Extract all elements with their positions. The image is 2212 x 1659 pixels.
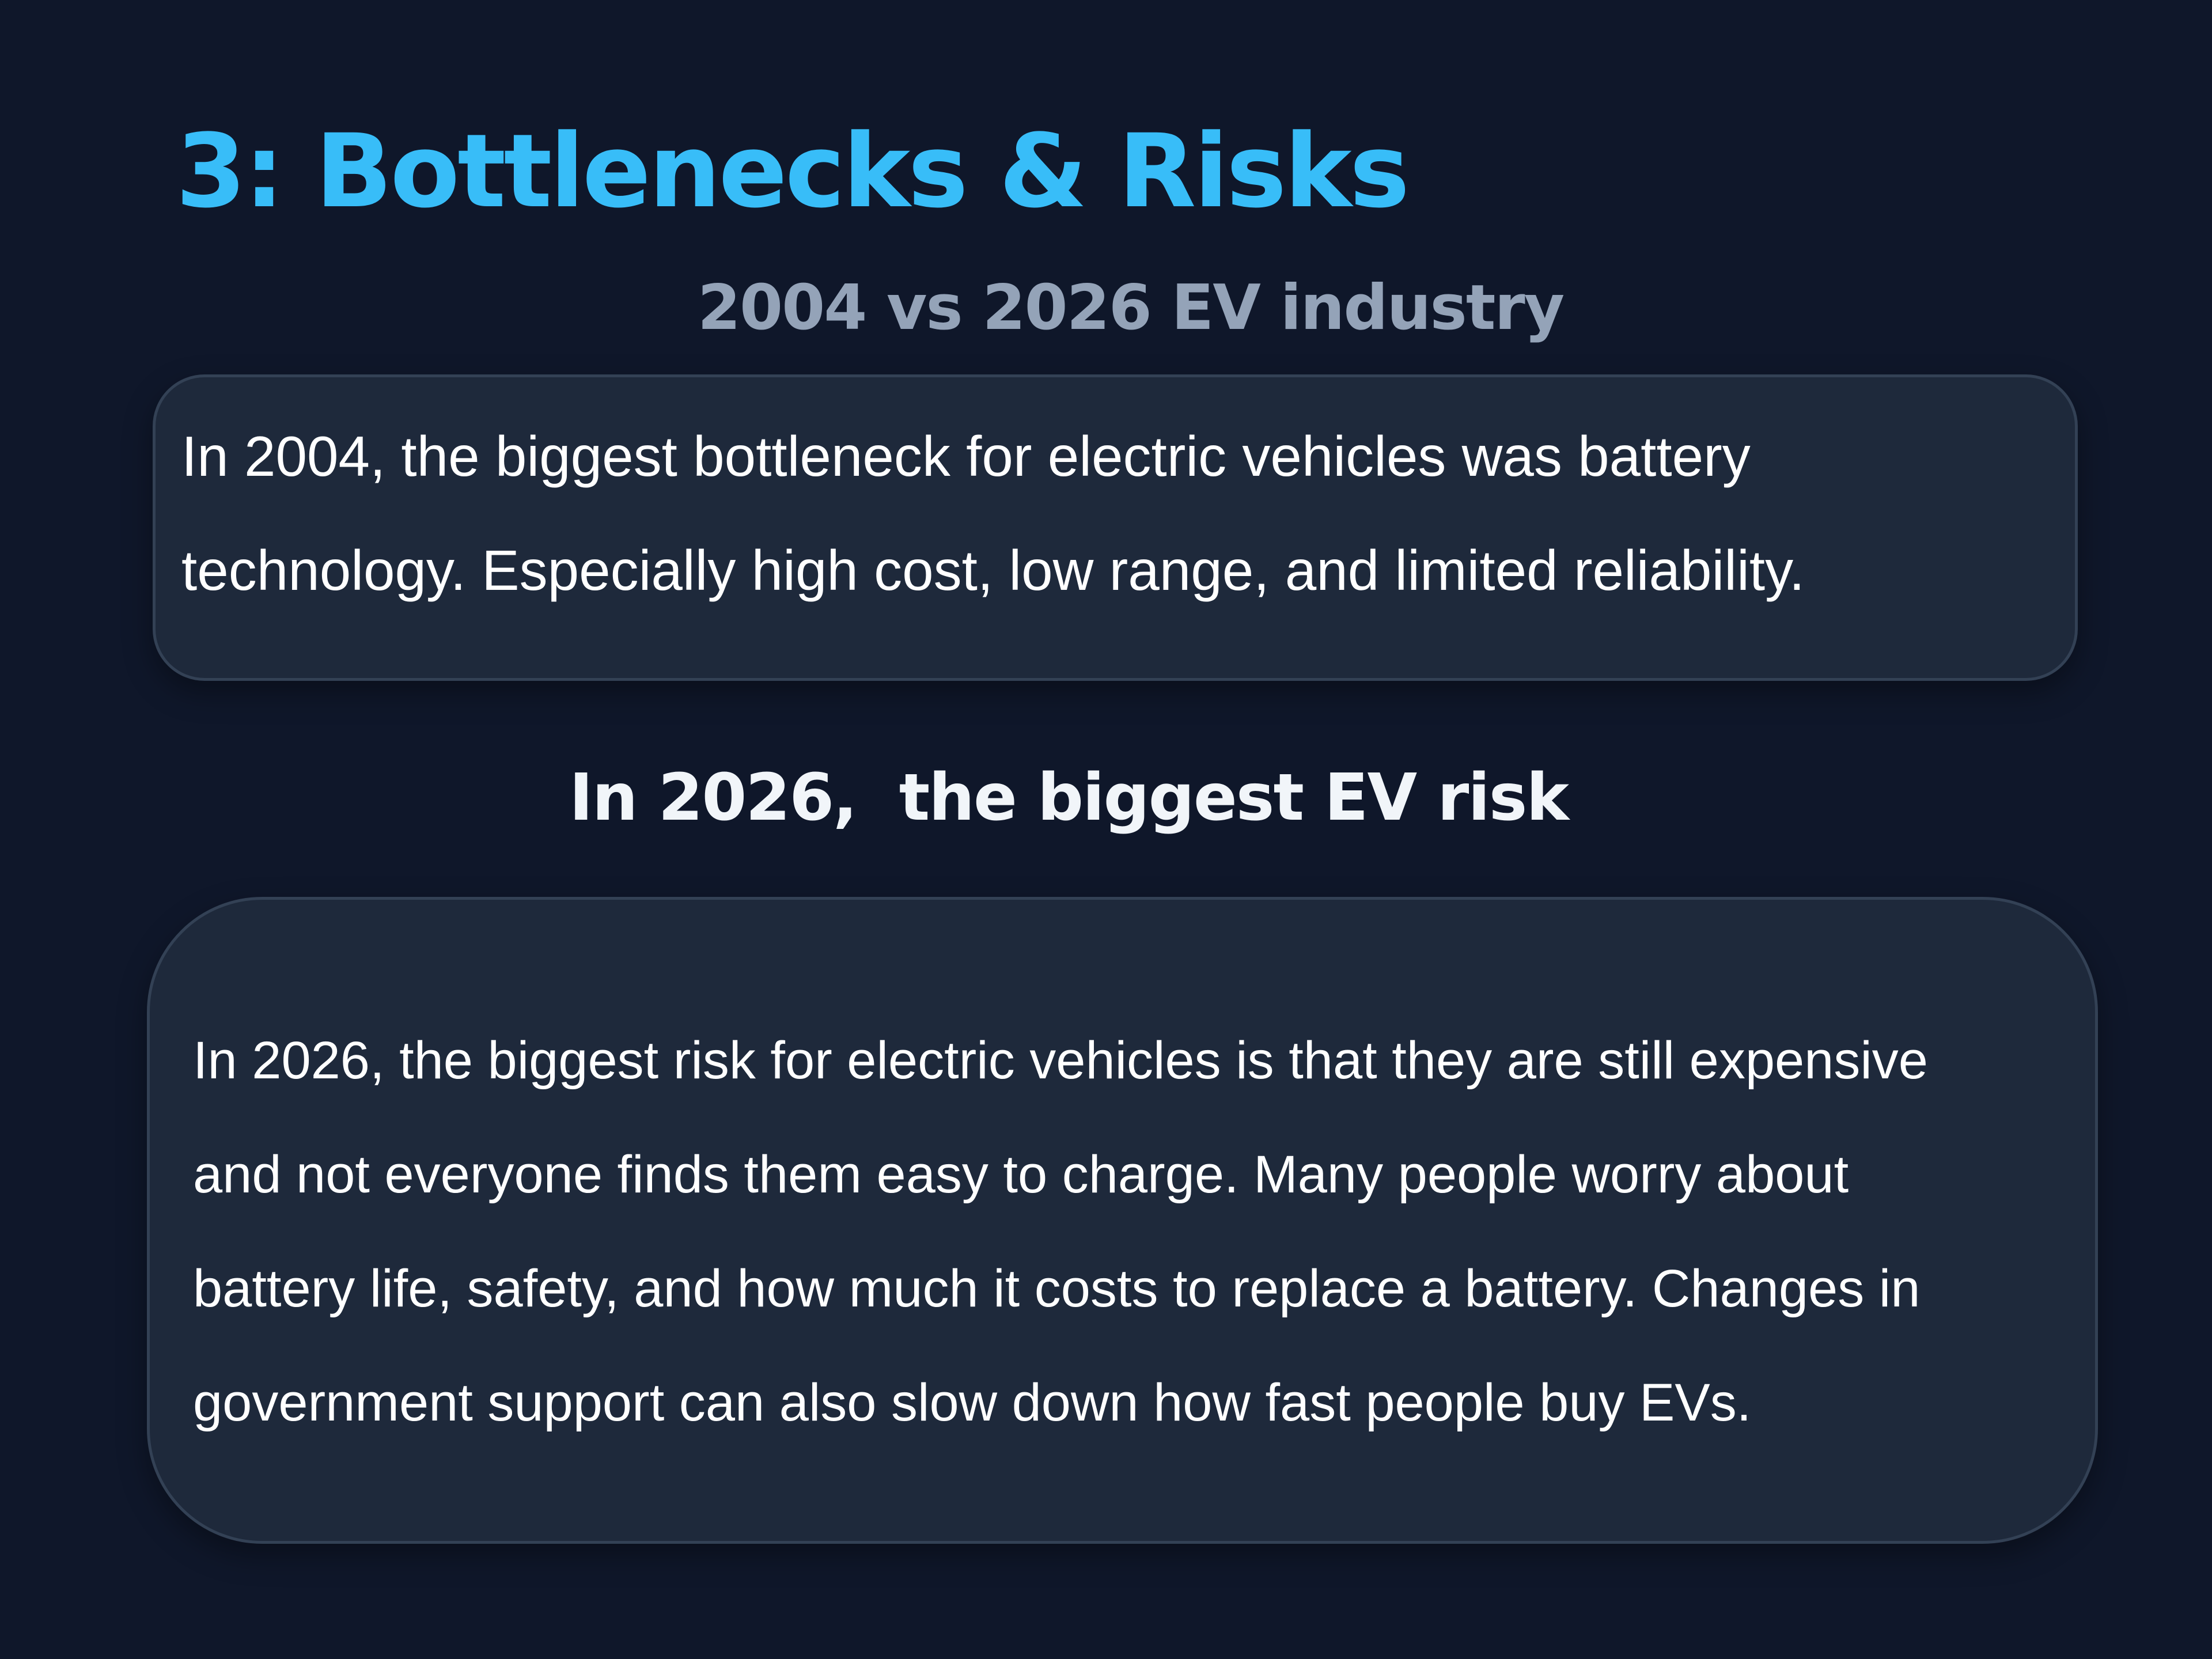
- card-2004-bottleneck: In 2004, the biggest bottleneck for elec…: [153, 374, 2078, 681]
- card-2004-text: In 2004, the biggest bottleneck for elec…: [181, 425, 1805, 602]
- slide-title: 3: Bottlenecks & Risks: [176, 112, 1410, 230]
- section-heading-2026: In 2026, the biggest EV risk: [569, 760, 1569, 835]
- card-2026-risk: In 2026, the biggest risk for electric v…: [147, 897, 2098, 1544]
- slide-subtitle: 2004 vs 2026 EV industry: [697, 272, 1565, 344]
- card-2026-text: In 2026, the biggest risk for electric v…: [193, 1031, 1928, 1432]
